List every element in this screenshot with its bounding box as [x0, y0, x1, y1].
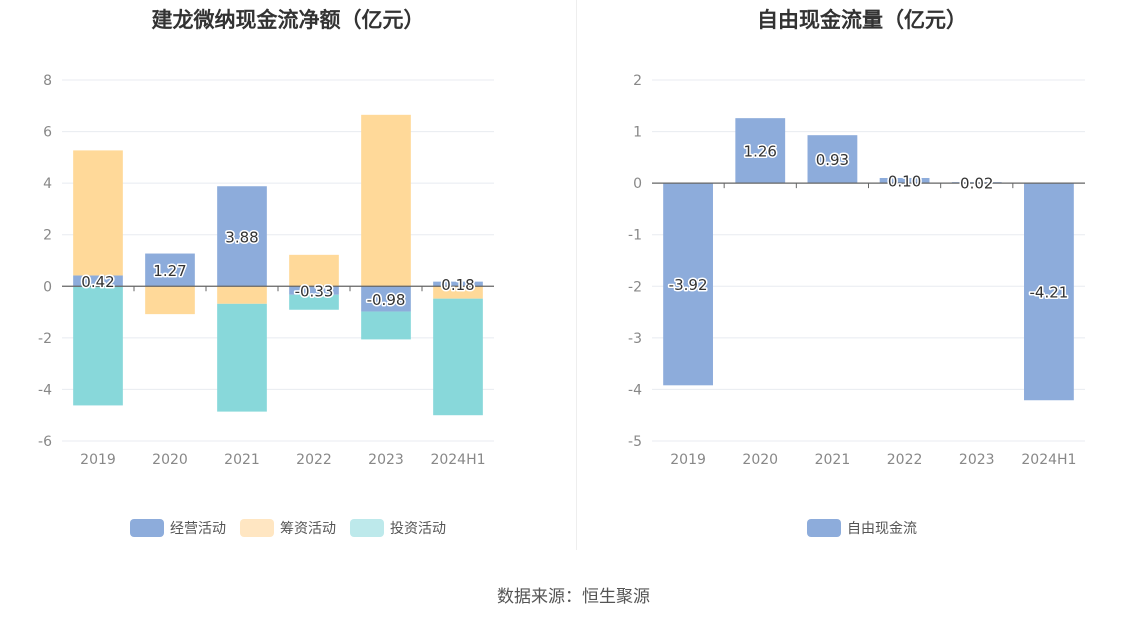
- y-tick-label: 0: [633, 176, 642, 192]
- legend-item-operating[interactable]: 经营活动: [130, 518, 226, 538]
- bar-financing-2021: [217, 286, 267, 304]
- legend-item-investing[interactable]: 投资活动: [350, 518, 446, 538]
- data-label: -0.98: [367, 291, 406, 309]
- bar-investing-2024H1: [433, 298, 483, 416]
- y-tick-label: -4: [628, 382, 642, 398]
- bar-operating-2024H1: [433, 281, 483, 287]
- free-cash-flow-legend: 自由现金流: [577, 518, 1147, 538]
- y-tick-label: -1: [628, 228, 642, 244]
- data-label: 0.93: [816, 151, 849, 169]
- y-tick-label: 4: [43, 176, 52, 192]
- bar-free_cash_flow-2020: [735, 118, 786, 184]
- data-label: 1.26: [744, 143, 777, 161]
- x-tick-label: 2019: [80, 452, 116, 468]
- data-label: 0.02: [960, 175, 993, 193]
- y-tick-label: 2: [633, 73, 642, 89]
- y-tick-label: -4: [38, 382, 52, 398]
- panel-divider: [576, 0, 577, 550]
- net-cash-chart: 8 6 4 2 0 -2 -4 -6 2019 2020 2021 2022 2023 2024H1 0.4…: [38, 73, 494, 468]
- y-tick-label: 6: [43, 125, 52, 141]
- x-tick-label: 2019: [670, 452, 706, 468]
- bar-operating-2019: [73, 275, 123, 287]
- bar-financing-2019: [73, 150, 123, 276]
- free-cash-flow-chart-title: 自由现金流量（亿元）: [757, 8, 967, 32]
- bar-financing-2024H1: [433, 286, 483, 299]
- y-tick-label: -2: [628, 279, 642, 295]
- y-tick-label: 0: [43, 279, 52, 295]
- free-cash-flow-chart-panel: 自由现金流量（亿元） 2 1 0 -1 -2 -3 -4 -5 2019 2020 2021 2022…: [577, 0, 1147, 560]
- bar-operating-2021: [217, 186, 267, 287]
- bar-investing-2022: [289, 294, 339, 310]
- bar-investing-2021: [217, 303, 267, 412]
- legend-label-financing: 筹资活动: [280, 521, 336, 537]
- x-tick-label: 2024H1: [430, 452, 485, 468]
- data-label: 0.18: [441, 276, 474, 294]
- bar-operating-2023: [361, 286, 411, 312]
- data-label: 3.88: [225, 228, 258, 246]
- bar-operating-2020: [145, 253, 195, 287]
- data-label: 0.10: [888, 173, 921, 191]
- y-tick-label: 1: [633, 125, 642, 141]
- y-tick-label: -5: [628, 434, 642, 450]
- x-tick-label: 2022: [296, 452, 332, 468]
- x-tick-label: 2023: [959, 452, 995, 468]
- bar-financing-2020: [145, 286, 195, 315]
- data-source: 数据来源：恒生聚源: [497, 587, 650, 607]
- data-label: -3.92: [669, 276, 708, 294]
- x-tick-label: 2023: [368, 452, 404, 468]
- bar-free_cash_flow-2024H1: [1024, 183, 1074, 401]
- x-tick-label: 2021: [224, 452, 260, 468]
- y-tick-label: 2: [43, 228, 52, 244]
- data-label: -4.21: [1030, 284, 1069, 302]
- x-tick-label: 2022: [887, 452, 923, 468]
- bar-free_cash_flow-2022: [879, 177, 930, 184]
- y-tick-label: -6: [38, 434, 52, 450]
- bar-financing-2022: [289, 254, 339, 287]
- bar-free_cash_flow-2021: [807, 135, 858, 184]
- bar-financing-2023: [361, 114, 411, 287]
- bar-investing-2023: [361, 311, 411, 340]
- legend-swatch-investing: [350, 519, 384, 537]
- x-tick-label: 2020: [742, 452, 778, 468]
- net-cash-legend: 经营活动 筹资活动 投资活动: [0, 518, 576, 538]
- bar-operating-2022: [289, 286, 339, 295]
- legend-swatch-financing: [240, 519, 274, 537]
- net-cash-chart-panel: 建龙微纳现金流净额（亿元） 8 6 4 2 0 -2 -4 -6 2019 2020 2021 202…: [0, 0, 576, 560]
- legend-item-free-cash-flow[interactable]: 自由现金流: [807, 518, 917, 538]
- y-tick-label: -3: [628, 331, 642, 347]
- x-tick-label: 2021: [815, 452, 851, 468]
- data-label: 1.27: [153, 262, 186, 280]
- bar-free_cash_flow-2019: [663, 183, 713, 386]
- y-tick-label: 8: [43, 73, 52, 89]
- data-label: -0.33: [295, 283, 334, 301]
- free-cash-flow-chart: 2 1 0 -1 -2 -3 -4 -5 2019 2020 2021 2022 2023 2024H1 -…: [628, 73, 1085, 468]
- legend-item-financing[interactable]: 筹资活动: [240, 518, 336, 538]
- x-tick-label: 2024H1: [1021, 452, 1076, 468]
- legend-label-operating: 经营活动: [170, 521, 226, 537]
- net-cash-chart-title: 建龙微纳现金流净额（亿元）: [151, 8, 425, 32]
- legend-label-investing: 投资活动: [390, 521, 446, 537]
- legend-label-free-cash-flow: 自由现金流: [847, 521, 917, 537]
- bar-investing-2019: [73, 286, 123, 406]
- legend-swatch-operating: [130, 519, 164, 537]
- y-tick-label: -2: [38, 331, 52, 347]
- legend-swatch-free-cash-flow: [807, 519, 841, 537]
- x-tick-label: 2020: [152, 452, 188, 468]
- data-label: 0.42: [81, 273, 114, 291]
